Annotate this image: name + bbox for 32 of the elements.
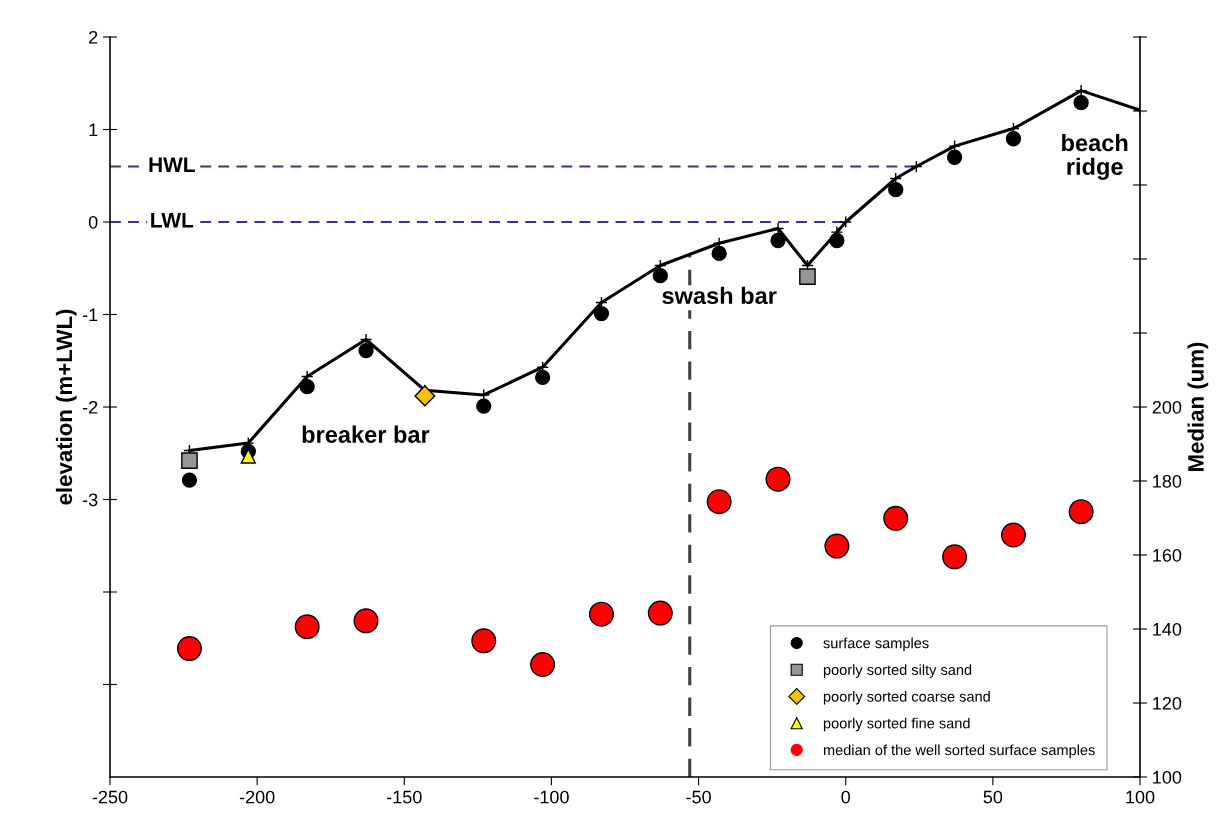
y-tick-label: -2 [82, 400, 98, 414]
x-tick-label: 0 [841, 790, 851, 804]
y-tick-label: 1 [89, 123, 98, 137]
annotation: breaker bar [302, 425, 430, 443]
x-tick-label: -150 [387, 790, 422, 804]
y-tick-label: -3 [82, 493, 98, 507]
y-tick-label: 0 [88, 215, 98, 229]
y2-tick-label: 200 [1152, 400, 1182, 414]
annotation: beach ridge [1062, 133, 1128, 180]
x-tick-label: 50 [983, 790, 1003, 804]
ref-line-label: LWL [151, 213, 194, 228]
legend-label: poorly sorted coarse sand [823, 691, 990, 705]
y-tick-label: -1 [82, 308, 98, 322]
y2-tick-label: 160 [1153, 548, 1182, 562]
y2-tick-label: 140 [1153, 622, 1182, 636]
y2-tick-label: 180 [1153, 474, 1182, 488]
legend-label: median of the well sorted surface samples [823, 744, 1095, 759]
legend-label: poorly sorted silty sand [823, 664, 972, 678]
y2-tick-label: 100 [1153, 770, 1182, 784]
y-tick-label: 2 [89, 30, 98, 44]
legend-label: surface samples [823, 637, 929, 652]
legend-label: poorly sorted fine sand [823, 717, 970, 732]
x-tick-label: 100 [1126, 790, 1155, 804]
x-tick-label: -250 [92, 790, 128, 804]
y-axis-title: elevation (m+LWL) [55, 309, 77, 505]
x-tick-label: -50 [686, 790, 711, 804]
y2-tick-label: 120 [1153, 696, 1182, 710]
y2-axis-title: Median (um) [1187, 342, 1209, 471]
ref-line-label: swash bar [662, 286, 777, 305]
x-tick-label: -100 [534, 790, 569, 804]
ref-line-label: HWL [149, 157, 195, 172]
x-tick-label: -200 [239, 790, 275, 804]
